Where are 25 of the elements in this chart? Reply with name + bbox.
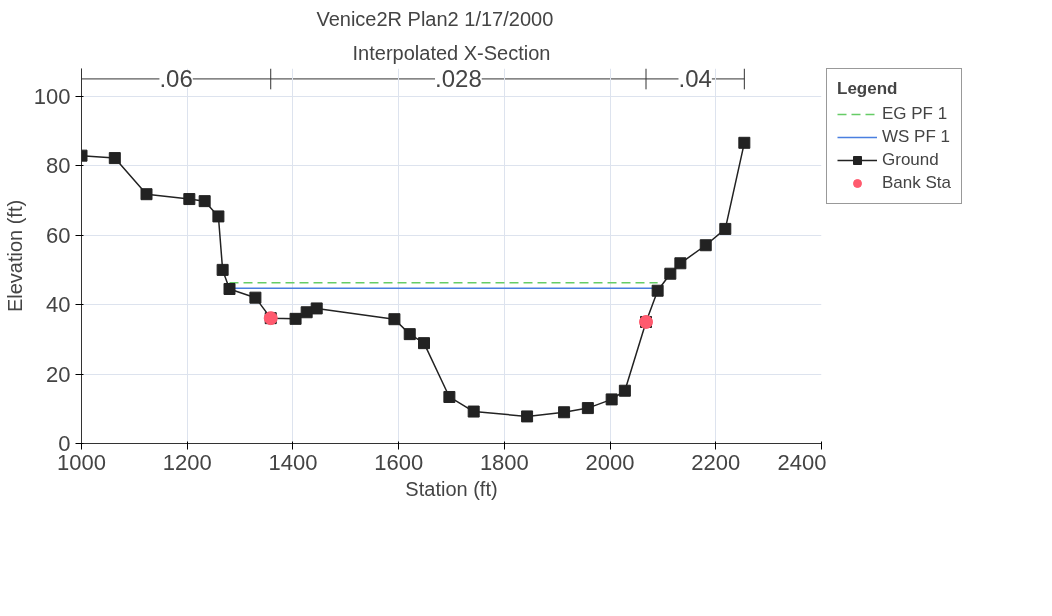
legend-label: Ground (882, 150, 939, 170)
x-tick-label: 1200 (162, 449, 212, 475)
x-tick-label: 2400 (777, 449, 827, 475)
legend-label: EG PF 1 (882, 104, 948, 124)
chart-subtitle: Interpolated X-Section (352, 41, 551, 64)
y-tick-label: 80 (46, 153, 71, 179)
legend-title: Legend (837, 79, 899, 99)
x-tick-label: 1600 (374, 449, 424, 475)
x-tick-label: 1400 (268, 449, 318, 475)
chart-title: Venice2R Plan2 1/17/2000 (316, 7, 554, 30)
legend-label: Bank Sta (882, 173, 951, 193)
y-tick-label: 20 (46, 361, 71, 387)
y-tick-label: 40 (46, 292, 71, 318)
legend-label: WS PF 1 (882, 127, 951, 147)
x-tick-label: 2000 (585, 449, 635, 475)
x-tick-label: 2200 (691, 449, 741, 475)
y-tick-label: 100 (33, 83, 71, 109)
annotation: .028 (435, 65, 482, 93)
annotation: .06 (159, 65, 193, 93)
y-tick-label: 60 (46, 222, 71, 248)
annotation: .04 (678, 65, 712, 93)
x-axis-title: Station (ft) (405, 477, 498, 500)
x-tick-label: 1800 (479, 449, 529, 475)
y-tick-label: 0 (58, 431, 71, 456)
y-axis-title: Elevation (ft) (3, 199, 26, 313)
